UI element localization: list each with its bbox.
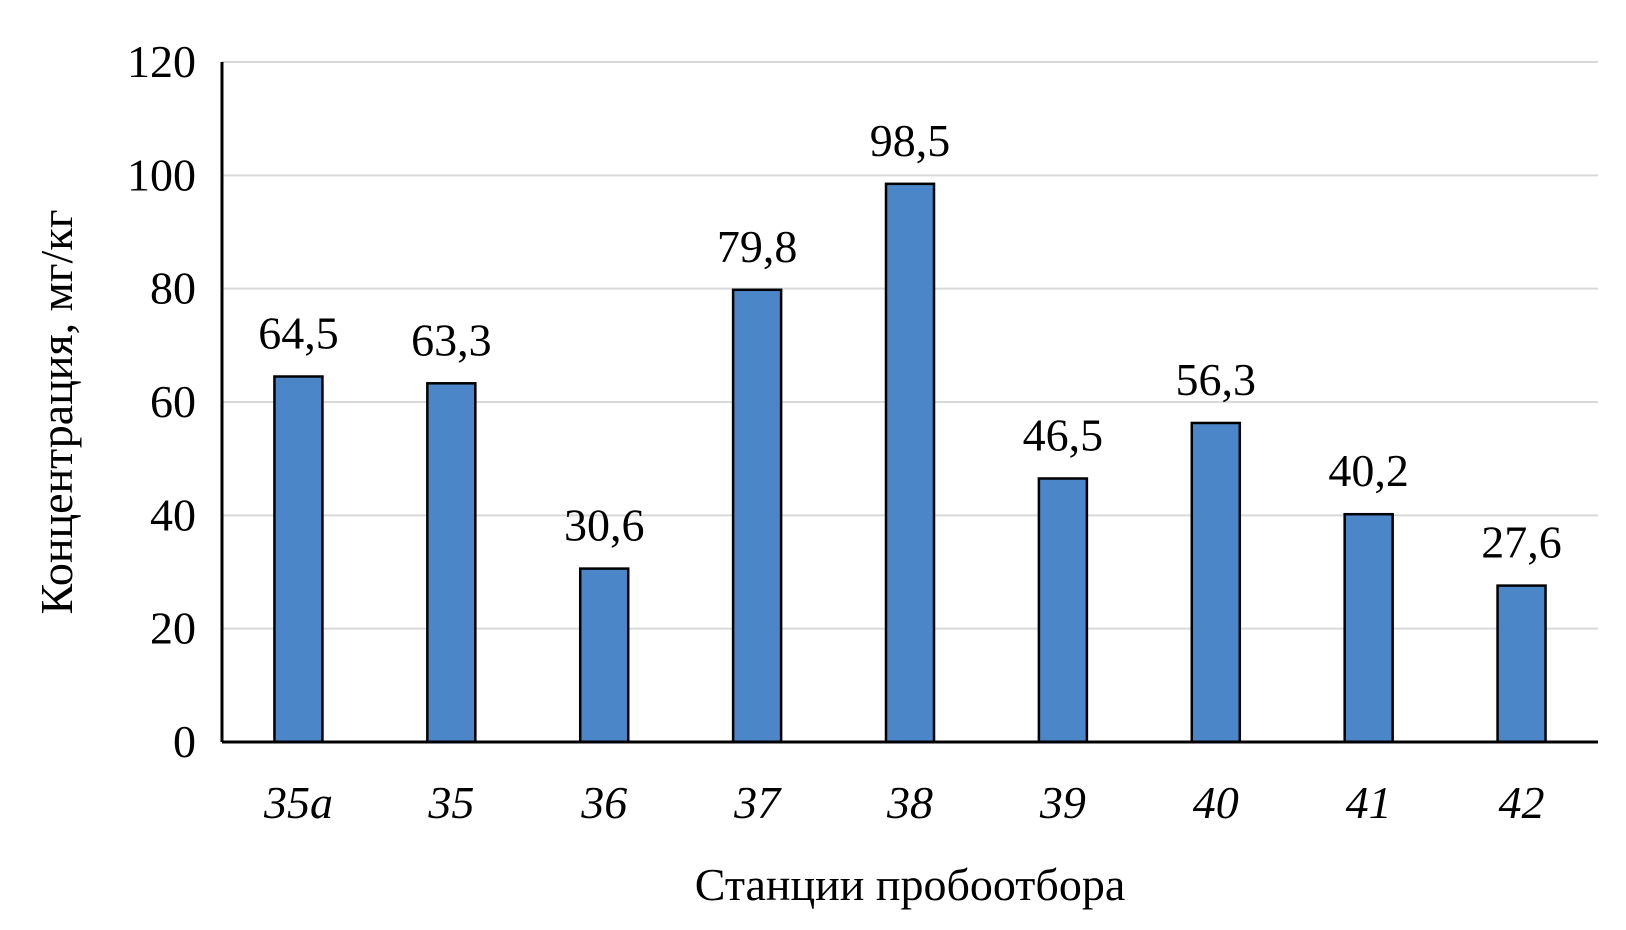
data-label: 79,8 (717, 221, 798, 272)
y-tick-label: 100 (127, 149, 196, 200)
bar (578, 567, 630, 744)
y-tick-label: 80 (150, 263, 196, 314)
data-label: 98,5 (870, 115, 951, 166)
bars (273, 182, 1547, 744)
bar (1190, 421, 1242, 744)
y-tick-label: 40 (150, 489, 196, 540)
y-tick-label: 120 (127, 36, 196, 87)
data-label: 46,5 (1023, 410, 1104, 461)
data-label: 63,3 (411, 314, 492, 365)
x-tick-label: 38 (886, 777, 933, 828)
x-tick-labels: 35a 35 36 37 38 39 40 41 42 (263, 777, 1545, 828)
x-tick-label: 42 (1499, 777, 1545, 828)
bar (1496, 584, 1547, 744)
data-label: 56,3 (1176, 354, 1257, 405)
data-labels: 64,5 63,3 30,6 79,8 98,5 46,5 56,3 40,2 27,6 (258, 115, 1562, 568)
x-tick-label: 40 (1193, 777, 1239, 828)
x-tick-label: 36 (580, 777, 627, 828)
x-axis-title: Станции пробоотбора (695, 859, 1125, 910)
bar (273, 375, 324, 744)
x-tick-label: 41 (1346, 777, 1392, 828)
bar (1343, 512, 1394, 744)
y-tick-label: 0 (173, 716, 196, 767)
y-tick-labels: 0 20 40 60 80 100 120 (127, 36, 196, 767)
bar (884, 182, 936, 744)
y-tick-label: 20 (150, 603, 196, 654)
bar (731, 288, 783, 744)
data-label: 30,6 (564, 500, 645, 551)
y-tick-label: 60 (150, 376, 196, 427)
y-axis-title: Концентрация, мг/кг (31, 209, 82, 614)
data-label: 64,5 (258, 308, 339, 359)
data-label: 40,2 (1328, 445, 1409, 496)
x-tick-label: 35 (427, 777, 474, 828)
data-label: 27,6 (1481, 517, 1562, 568)
x-tick-label: 39 (1039, 777, 1086, 828)
bar (426, 382, 477, 744)
bar (1037, 477, 1089, 744)
x-tick-label: 35a (263, 777, 333, 828)
x-tick-label: 37 (733, 777, 782, 828)
